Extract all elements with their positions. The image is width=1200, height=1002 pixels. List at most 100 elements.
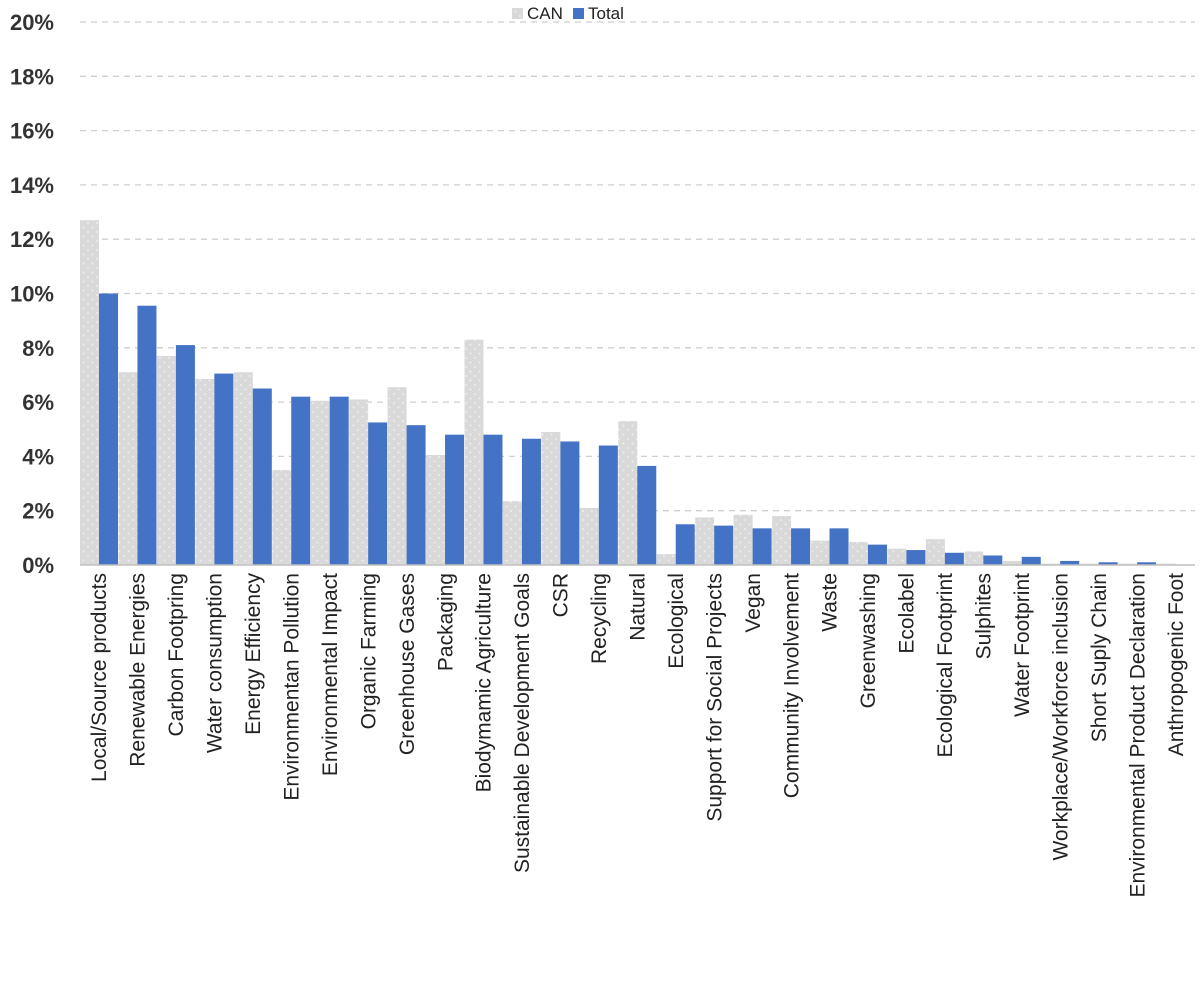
bar-can-environmentan-pollution bbox=[272, 469, 292, 565]
y-tick-label: 16% bbox=[10, 119, 54, 144]
bar-can-packaging bbox=[426, 455, 446, 565]
x-tick-label-short-suply-chain: Short Suply Chain bbox=[1088, 573, 1111, 742]
y-tick-label: 0% bbox=[22, 553, 54, 578]
bar-total-natural bbox=[637, 465, 657, 565]
bar-can-ecological bbox=[656, 554, 676, 565]
bar-can-sulphites bbox=[964, 551, 984, 565]
bar-total-greenhouse-gases bbox=[406, 425, 426, 565]
x-tick-label-ecological-footprint: Ecological Footprint bbox=[934, 573, 957, 758]
bar-can-renewable-energies bbox=[118, 372, 138, 565]
bar-can-recycling bbox=[579, 507, 599, 565]
x-tick-label-vegan: Vegan bbox=[742, 573, 765, 633]
bar-can-sustainable-development-goals bbox=[502, 501, 522, 565]
bar-can-energy-efficiency bbox=[233, 372, 253, 565]
bar-total-organic-farming bbox=[368, 422, 388, 565]
y-tick-label: 2% bbox=[22, 499, 54, 524]
x-tick-label-carbon-footpring: Carbon Footpring bbox=[165, 573, 188, 736]
bar-can-csr bbox=[541, 431, 561, 565]
bar-total-sulphites bbox=[983, 555, 1003, 565]
y-tick-label: 18% bbox=[10, 64, 54, 89]
x-tick-label-ecolabel: Ecolabel bbox=[896, 573, 919, 654]
x-tick-label-organic-farming: Organic Farming bbox=[357, 573, 380, 729]
bar-total-greenwashing bbox=[867, 544, 887, 565]
legend-swatch-total bbox=[573, 8, 584, 19]
x-tick-label-sulphites: Sulphites bbox=[973, 573, 996, 659]
x-tick-label-renewable-energies: Renewable Energies bbox=[127, 573, 150, 767]
x-tick-label-environmentan-pollution: Environmentan Pollution bbox=[280, 573, 303, 801]
x-tick-label-greenwashing: Greenwashing bbox=[857, 573, 880, 708]
bar-total-local-source-products bbox=[99, 293, 118, 565]
x-tick-label-water-footprint: Water Footprint bbox=[1011, 573, 1034, 717]
bar-can-water-consumption bbox=[195, 379, 215, 565]
bar-can-greenwashing bbox=[848, 541, 868, 565]
bar-total-packaging bbox=[445, 434, 465, 565]
bar-total-csr bbox=[560, 441, 580, 565]
y-axis-ticks: 0% 2% 4% 6% 8% 10% 12% 14% 16% 18% 20% bbox=[10, 10, 54, 578]
bar-total-support-for-social-projects bbox=[714, 525, 734, 565]
x-tick-label-anthropogenic-foot: Anthropogenic Foot bbox=[1165, 573, 1188, 756]
bar-can-community-involvement bbox=[772, 516, 792, 565]
bar-can-ecolabel bbox=[887, 548, 907, 565]
x-tick-label-environmental-impact: Environmental Impact bbox=[319, 573, 342, 776]
x-tick-label-natural: Natural bbox=[627, 573, 650, 641]
bar-total-short-suply-chain bbox=[1098, 562, 1118, 565]
x-tick-label-greenhouse-gases: Greenhouse Gases bbox=[396, 573, 419, 755]
bar-total-renewable-energies bbox=[137, 305, 157, 565]
bar-total-recycling bbox=[598, 445, 618, 565]
bar-can-environmental-impact bbox=[310, 400, 330, 565]
bars bbox=[80, 220, 1176, 565]
legend-label-can: CAN bbox=[527, 4, 563, 23]
bar-can-biodymamic-agriculture bbox=[464, 339, 484, 565]
bar-total-carbon-footpring bbox=[175, 345, 195, 565]
x-tick-label-sustainable-development-goals: Sustainable Development Goals bbox=[511, 573, 534, 873]
bar-total-workplace-workforce-inclusion bbox=[1060, 560, 1080, 565]
bar-total-water-footprint bbox=[1021, 556, 1041, 565]
bar-can-natural bbox=[618, 421, 638, 565]
x-tick-label-local-source-products: Local/Source products bbox=[88, 573, 111, 782]
x-tick-label-csr: CSR bbox=[550, 573, 573, 617]
y-tick-label: 10% bbox=[10, 282, 54, 307]
y-tick-label: 6% bbox=[22, 390, 54, 415]
x-tick-label-community-involvement: Community Involvement bbox=[780, 573, 803, 798]
bar-total-waste bbox=[829, 528, 849, 565]
x-tick-label-waste: Waste bbox=[819, 573, 842, 632]
bar-total-ecolabel bbox=[906, 550, 926, 565]
bar-total-vegan bbox=[752, 528, 772, 565]
bar-can-local-source-products bbox=[80, 220, 99, 565]
bar-can-support-for-social-projects bbox=[695, 517, 715, 565]
y-tick-label: 14% bbox=[10, 173, 54, 198]
x-tick-label-energy-efficiency: Energy Efficiency bbox=[242, 573, 265, 735]
x-axis-ticks: Local/Source products Renewable Energies C… bbox=[88, 573, 1188, 898]
bar-total-ecological bbox=[675, 524, 695, 565]
legend-label-total: Total bbox=[588, 4, 624, 23]
legend-swatch-can bbox=[512, 8, 523, 19]
x-tick-label-biodymamic-agriculture: Biodymamic Agriculture bbox=[473, 573, 496, 792]
bar-can-greenhouse-gases bbox=[387, 387, 407, 565]
legend: CAN Total bbox=[512, 4, 624, 23]
bar-can-carbon-footpring bbox=[156, 355, 176, 565]
y-tick-label: 8% bbox=[22, 336, 54, 361]
x-tick-label-water-consumption: Water consumption bbox=[204, 573, 227, 753]
x-tick-label-support-for-social-projects: Support for Social Projects bbox=[703, 573, 726, 822]
bar-total-environmental-product-declaration bbox=[1137, 562, 1157, 565]
x-tick-label-packaging: Packaging bbox=[434, 573, 457, 671]
bar-can-waste bbox=[810, 540, 830, 565]
gridlines bbox=[80, 21, 1195, 512]
y-tick-label: 4% bbox=[22, 444, 54, 469]
x-tick-label-workplace-workforce-inclusion: Workplace/Workforce inclusion bbox=[1049, 573, 1072, 861]
y-tick-label: 20% bbox=[10, 10, 54, 35]
bar-total-biodymamic-agriculture bbox=[483, 434, 503, 565]
bar-can-vegan bbox=[733, 514, 753, 565]
bar-total-environmental-impact bbox=[329, 396, 349, 565]
bar-total-sustainable-development-goals bbox=[521, 438, 541, 565]
x-tick-label-ecological: Ecological bbox=[665, 573, 688, 669]
bar-can-ecological-footprint bbox=[925, 539, 945, 565]
x-tick-label-recycling: Recycling bbox=[588, 573, 611, 664]
y-tick-label: 12% bbox=[10, 227, 54, 252]
bar-total-environmentan-pollution bbox=[291, 396, 311, 565]
bar-total-ecological-footprint bbox=[944, 552, 964, 565]
bar-can-organic-farming bbox=[349, 399, 369, 565]
bar-can-water-footprint bbox=[1002, 560, 1022, 565]
